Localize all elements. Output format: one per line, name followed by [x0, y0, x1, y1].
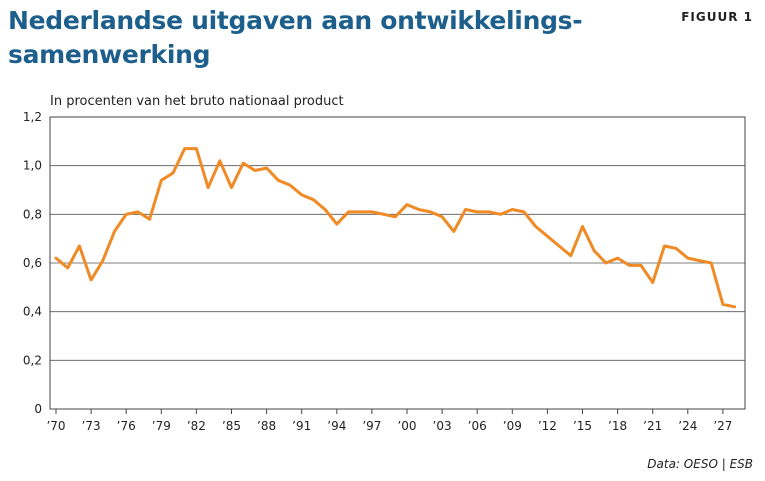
data-point [359, 211, 362, 213]
y-tick-label: 0,6 [23, 256, 42, 270]
x-tick-label: ’73 [82, 419, 101, 433]
x-tick-label: ’76 [117, 419, 136, 433]
data-point [593, 250, 595, 252]
data-point [300, 194, 303, 196]
data-point [160, 179, 163, 182]
data-point [605, 262, 607, 264]
data-point [417, 208, 420, 211]
data-point [183, 147, 186, 150]
data-point [628, 264, 631, 267]
x-tick-label: ’12 [538, 419, 557, 433]
data-point [219, 160, 221, 162]
chart-subtitle: In procenten van het bruto nationaal pro… [50, 94, 344, 109]
data-point [324, 208, 326, 211]
x-tick-label: ’79 [152, 419, 171, 433]
data-point [102, 259, 104, 262]
x-tick-label: ’97 [362, 419, 381, 433]
x-tick-label: ’18 [608, 419, 627, 433]
data-point [371, 211, 373, 213]
series-line [54, 147, 737, 309]
data-point [675, 247, 677, 250]
y-tick-label: 1,0 [23, 159, 42, 173]
series-layer [54, 147, 737, 309]
x-tick-label: ’85 [222, 419, 241, 433]
data-point [277, 179, 280, 182]
y-tick-label: 0 [34, 402, 42, 416]
x-tick-label: ’70 [46, 419, 65, 433]
data-point [382, 213, 385, 216]
data-point [394, 215, 397, 218]
data-point [722, 303, 724, 306]
data-point [429, 211, 432, 213]
data-point [581, 225, 584, 228]
x-tick-label: ’21 [643, 419, 662, 433]
data-point [265, 167, 268, 169]
data-point [546, 235, 549, 238]
data-point [663, 245, 666, 247]
data-point [125, 213, 127, 216]
data-point [476, 211, 479, 213]
y-tick-label: 0,2 [23, 353, 42, 367]
plot-frame [49, 116, 746, 410]
data-point [640, 264, 642, 267]
y-tick-label: 0,4 [23, 305, 42, 319]
data-point [242, 162, 244, 165]
data-point [312, 198, 315, 201]
x-tick-label: ’03 [433, 419, 452, 433]
data-point [230, 186, 233, 189]
data-point [113, 230, 116, 233]
chart-title: Nederlandse uitgaven aan ontwikkelings-s… [8, 6, 583, 69]
data-point [488, 211, 490, 213]
data-point [534, 225, 537, 228]
data-point [336, 223, 338, 225]
data-point [651, 281, 654, 284]
x-tick-label: ’88 [257, 419, 276, 433]
data-point [698, 259, 701, 262]
x-tick-label: ’09 [503, 419, 522, 433]
data-point [55, 257, 57, 259]
data-point [78, 245, 81, 247]
data-point [733, 306, 736, 308]
x-tick-label: ’24 [678, 419, 697, 433]
data-point [570, 254, 572, 257]
data-point [195, 147, 198, 150]
data-point [523, 211, 525, 213]
data-point [453, 230, 455, 233]
data-point [406, 203, 408, 206]
data-point [616, 257, 619, 259]
y-axis-ticks: 0 0,2 0,4 0,6 0,8 1,0 1,2 [23, 110, 42, 416]
data-point [66, 267, 69, 269]
y-tick-label: 0,8 [23, 207, 42, 221]
x-tick-label: ’82 [187, 419, 206, 433]
data-point [90, 279, 92, 281]
data-point [207, 186, 209, 189]
data-point [289, 184, 291, 186]
data-point [511, 208, 514, 211]
x-axis-ticks: ’70 ’73 ’76 ’79 ’82 ’85 ’88 ’91 ’94 ’97 ’00 ’03 ’06 ’… [46, 409, 732, 433]
data-point [499, 213, 502, 216]
data-point [710, 262, 712, 264]
data-point [137, 211, 139, 213]
figure-label: FIGUUR 1 [681, 10, 753, 24]
data-point [172, 172, 174, 174]
x-tick-label: ’15 [573, 419, 592, 433]
y-tick-label: 1,2 [23, 110, 42, 124]
data-point [254, 169, 256, 172]
x-tick-label: ’27 [713, 419, 732, 433]
gridlines [50, 165, 745, 361]
data-point [148, 218, 151, 220]
data-point [347, 211, 350, 213]
source-note: Data: OESO | ESB [647, 457, 753, 471]
x-tick-label: ’00 [397, 419, 416, 433]
data-point [558, 245, 560, 247]
x-tick-label: ’94 [327, 419, 346, 433]
data-point [464, 208, 467, 211]
data-point [441, 215, 443, 218]
x-tick-label: ’06 [468, 419, 487, 433]
data-point [687, 257, 689, 259]
x-tick-label: ’91 [292, 419, 311, 433]
